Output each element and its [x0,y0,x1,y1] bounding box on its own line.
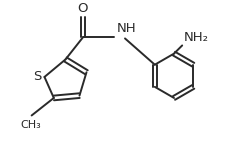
Text: CH₃: CH₃ [20,120,41,130]
Text: NH: NH [117,22,136,35]
Text: NH₂: NH₂ [183,31,208,44]
Text: O: O [78,2,88,15]
Text: S: S [33,70,41,83]
